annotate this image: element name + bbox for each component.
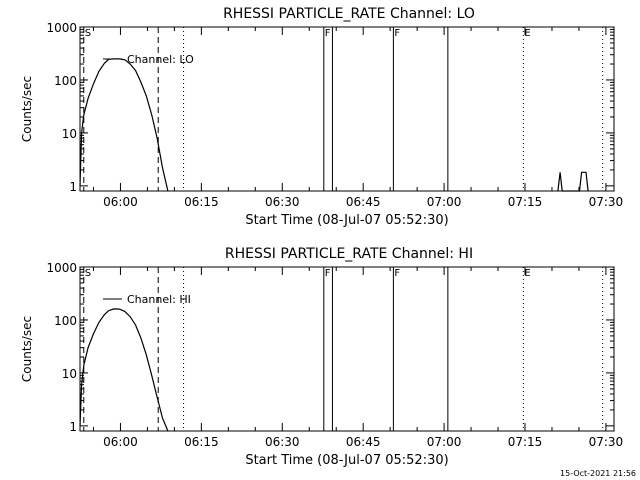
chart-title-hi: RHESSI PARTICLE_RATE Channel: HI — [225, 246, 473, 262]
series-hi — [79, 308, 169, 432]
series-line-0 — [79, 58, 169, 192]
event-marker-label: F — [394, 28, 400, 39]
y-tick-label: 100 — [54, 314, 77, 328]
event-marker-label: S — [85, 268, 91, 279]
event-marker-label: F — [325, 28, 331, 39]
legend-label-lo: Channel: LO — [127, 53, 194, 66]
y-tick-label: 1000 — [46, 21, 77, 35]
chart-panel-hi: RHESSI PARTICLE_RATE Channel: HI 1101001… — [20, 246, 623, 468]
event-marker-label: S — [85, 28, 91, 39]
plot-frame-hi — [79, 266, 615, 432]
y-tick-label: 1 — [69, 420, 77, 434]
series-line-0 — [79, 308, 169, 432]
x-tick-label: 07:00 — [427, 195, 462, 209]
event-marker-label: E — [524, 28, 530, 39]
legend-hi: Channel: HI — [103, 293, 191, 306]
x-axis-label-lo: Start Time (08-Jul-07 05:52:30) — [245, 213, 448, 228]
x-tick-label: 07:00 — [427, 435, 462, 449]
event-marker-label: F — [325, 268, 331, 279]
x-tick-label: 06:45 — [346, 435, 381, 449]
y-tick-label: 1000 — [46, 261, 77, 275]
x-tick-label: 07:30 — [589, 435, 624, 449]
x-tick-label: 07:30 — [589, 195, 624, 209]
y-axis-lo: 1 10 100 1000 — [46, 21, 614, 194]
y-axis-label-hi: Counts/sec — [20, 316, 34, 382]
series-lo — [79, 58, 589, 192]
x-tick-label: 07:15 — [508, 435, 543, 449]
series-line-1 — [557, 171, 589, 192]
y-tick-label: 10 — [62, 367, 77, 381]
event-marker-label: E — [524, 268, 530, 279]
y-axis-hi: 1 10 100 1000 — [46, 261, 614, 434]
x-tick-label: 06:30 — [265, 435, 300, 449]
x-axis-lo: 06:00 06:15 06:30 06:45 07:00 07:15 07:30 — [92, 27, 624, 209]
x-tick-label: 06:15 — [184, 195, 219, 209]
x-tick-label: 06:45 — [346, 195, 381, 209]
event-marker-label: F — [394, 268, 400, 279]
x-tick-label: 06:15 — [184, 435, 219, 449]
y-tick-label: 100 — [54, 74, 77, 88]
x-tick-label: 06:30 — [265, 195, 300, 209]
x-tick-label: 06:00 — [103, 195, 138, 209]
y-tick-label: 10 — [62, 127, 77, 141]
y-tick-label: 1 — [69, 180, 77, 194]
plot-frame-lo — [79, 26, 615, 192]
chart-title-lo: RHESSI PARTICLE_RATE Channel: LO — [223, 6, 475, 22]
x-axis-hi: 06:00 06:15 06:30 06:45 07:00 07:15 07:30 — [92, 267, 624, 449]
x-axis-label-hi: Start Time (08-Jul-07 05:52:30) — [245, 453, 448, 468]
legend-label-hi: Channel: HI — [127, 293, 191, 306]
x-tick-label: 06:00 — [103, 435, 138, 449]
y-axis-label-lo: Counts/sec — [20, 76, 34, 142]
x-tick-label: 07:15 — [508, 195, 543, 209]
render-timestamp: 15-Oct-2021 21:56 — [560, 469, 636, 478]
chart-panel-lo: RHESSI PARTICLE_RATE Channel: LO 1101001… — [20, 6, 623, 228]
legend-lo: Channel: LO — [103, 53, 194, 66]
